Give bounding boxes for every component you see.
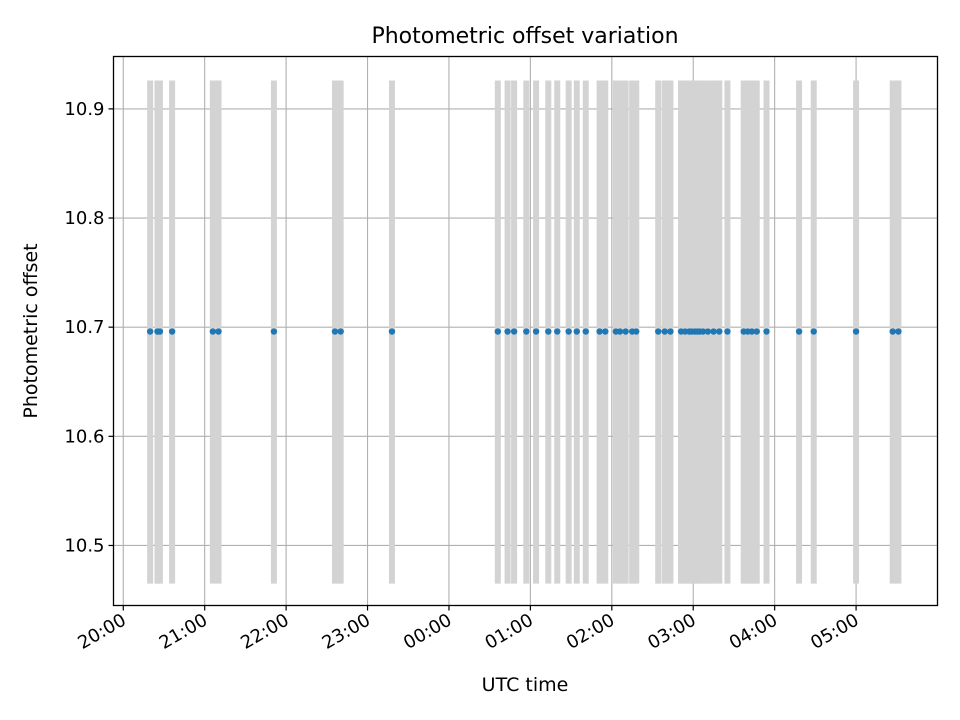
data-point	[554, 328, 561, 335]
data-point	[716, 328, 723, 335]
x-tick-label: 01:00	[481, 610, 536, 654]
data-point	[146, 328, 154, 335]
data-point	[337, 328, 344, 335]
data-point	[655, 328, 662, 335]
data-point	[565, 328, 572, 335]
data-point	[545, 328, 552, 335]
x-tick-label: 05:00	[807, 610, 862, 654]
data-point	[532, 328, 540, 335]
y-tick-label: 10.6	[64, 426, 104, 447]
data-point	[889, 328, 896, 335]
data-point	[510, 328, 518, 335]
data-point	[504, 328, 511, 335]
x-axis-label: UTC time	[482, 674, 569, 696]
y-tick-label: 10.9	[64, 99, 104, 120]
data-point	[710, 328, 717, 335]
x-tick-label: 21:00	[156, 610, 211, 654]
x-tick-label: 22:00	[237, 610, 292, 654]
data-point	[852, 328, 860, 335]
data-point	[748, 328, 756, 335]
data-point	[582, 328, 589, 335]
data-point	[388, 328, 396, 335]
data-point	[523, 328, 530, 335]
data-point	[622, 328, 629, 335]
data-point	[795, 328, 803, 335]
x-tick-label: 04:00	[726, 610, 781, 654]
y-tick-label: 10.5	[64, 535, 104, 556]
data-point	[763, 328, 770, 335]
y-tick-label: 10.7	[64, 317, 104, 338]
data-point	[616, 328, 624, 335]
data-point	[753, 328, 760, 335]
data-point	[602, 328, 609, 335]
y-tick-label: 10.8	[64, 208, 104, 229]
data-point	[331, 328, 339, 335]
data-point	[156, 328, 164, 335]
chart-title: Photometric offset variation	[371, 24, 678, 49]
data-point	[667, 328, 674, 335]
data-point	[810, 328, 817, 335]
x-tick-label: 00:00	[400, 610, 455, 654]
data-point	[209, 328, 217, 335]
data-points	[146, 328, 902, 335]
data-point	[724, 328, 731, 335]
data-point	[573, 328, 580, 335]
data-point	[270, 328, 278, 335]
data-point	[895, 328, 902, 335]
x-tick-label: 23:00	[319, 610, 374, 654]
data-point	[215, 328, 222, 335]
data-point	[633, 328, 640, 335]
data-point	[168, 328, 176, 335]
x-axis-ticks: 20:00 21:00 22:00 23:00 00:00 01:00 02:00 03:00…	[74, 605, 863, 654]
data-point	[704, 328, 712, 335]
data-point	[596, 328, 603, 335]
data-point	[699, 328, 707, 335]
x-tick-label: 03:00	[644, 610, 699, 654]
y-axis-label: Photometric offset	[20, 243, 42, 418]
plot-frame	[112, 55, 939, 607]
y-axis-ticks: 10.5 10.6 10.7 10.8 10.9	[64, 99, 114, 556]
x-tick-label: 02:00	[563, 610, 618, 654]
x-tick-label: 20:00	[74, 610, 129, 654]
data-point	[661, 328, 668, 335]
data-point	[494, 328, 502, 335]
